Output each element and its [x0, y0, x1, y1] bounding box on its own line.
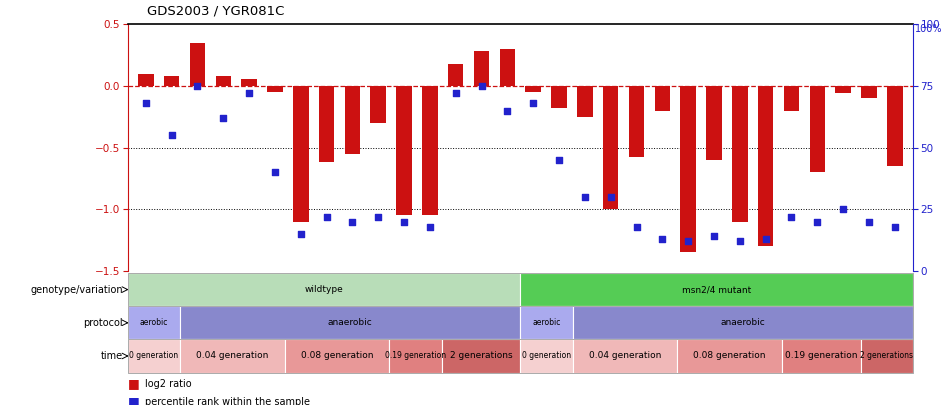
- Bar: [138, 74, 153, 86]
- Point: [732, 238, 747, 245]
- Text: 2 generations: 2 generations: [449, 352, 513, 360]
- Point: [474, 83, 489, 89]
- Point: [371, 213, 386, 220]
- Text: 100%: 100%: [915, 24, 942, 34]
- Bar: [680, 86, 696, 252]
- Point: [396, 218, 412, 225]
- Bar: [371, 86, 386, 123]
- Point: [216, 115, 231, 121]
- Bar: [810, 86, 825, 172]
- Point: [577, 194, 592, 200]
- Point: [629, 223, 644, 230]
- Bar: [577, 86, 592, 117]
- Text: 0.19 generation: 0.19 generation: [785, 352, 857, 360]
- Point: [862, 218, 877, 225]
- Bar: [293, 86, 308, 222]
- Bar: [396, 86, 412, 215]
- Point: [241, 90, 256, 97]
- Point: [680, 238, 695, 245]
- Point: [552, 157, 567, 163]
- Text: anaerobic: anaerobic: [328, 318, 373, 327]
- Bar: [241, 79, 257, 86]
- Text: wildtype: wildtype: [305, 285, 343, 294]
- Bar: [758, 86, 774, 246]
- Bar: [655, 86, 670, 111]
- Point: [810, 218, 825, 225]
- Bar: [164, 76, 180, 86]
- Point: [784, 213, 799, 220]
- Point: [887, 223, 902, 230]
- Text: aerobic: aerobic: [533, 318, 561, 327]
- Point: [655, 236, 670, 242]
- Point: [499, 107, 515, 114]
- Text: 0.04 generation: 0.04 generation: [196, 352, 269, 360]
- Bar: [190, 43, 205, 86]
- Point: [835, 206, 850, 213]
- Point: [268, 169, 283, 175]
- Point: [758, 236, 773, 242]
- Point: [707, 233, 722, 240]
- Text: ■: ■: [128, 377, 139, 390]
- Bar: [603, 86, 619, 209]
- Text: aerobic: aerobic: [140, 318, 168, 327]
- Point: [422, 223, 437, 230]
- Bar: [422, 86, 438, 215]
- Text: 0 generation: 0 generation: [130, 352, 179, 360]
- Point: [164, 132, 179, 139]
- Text: GDS2003 / YGR081C: GDS2003 / YGR081C: [147, 4, 284, 17]
- Text: anaerobic: anaerobic: [721, 318, 765, 327]
- Text: time: time: [101, 351, 123, 361]
- Bar: [474, 51, 489, 86]
- Point: [293, 231, 308, 237]
- Point: [190, 83, 205, 89]
- Bar: [552, 86, 567, 108]
- Bar: [707, 86, 722, 160]
- Text: 0.08 generation: 0.08 generation: [301, 352, 374, 360]
- Bar: [835, 86, 850, 94]
- Bar: [319, 86, 334, 162]
- Text: ■: ■: [128, 395, 139, 405]
- Bar: [783, 86, 799, 111]
- Text: 2 generations: 2 generations: [860, 352, 913, 360]
- Text: msn2/4 mutant: msn2/4 mutant: [682, 285, 751, 294]
- Point: [138, 100, 153, 107]
- Bar: [732, 86, 747, 222]
- Bar: [448, 64, 464, 86]
- Point: [604, 194, 619, 200]
- Bar: [267, 86, 283, 92]
- Point: [345, 218, 360, 225]
- Bar: [525, 86, 541, 92]
- Bar: [887, 86, 902, 166]
- Text: 0.04 generation: 0.04 generation: [588, 352, 661, 360]
- Text: percentile rank within the sample: percentile rank within the sample: [145, 397, 309, 405]
- Text: 0.19 generation: 0.19 generation: [385, 352, 447, 360]
- Point: [448, 90, 464, 97]
- Text: protocol: protocol: [83, 318, 123, 328]
- Text: 0 generation: 0 generation: [522, 352, 571, 360]
- Point: [319, 213, 334, 220]
- Bar: [216, 76, 231, 86]
- Point: [526, 100, 541, 107]
- Bar: [861, 86, 877, 98]
- Text: log2 ratio: log2 ratio: [145, 379, 191, 389]
- Bar: [499, 49, 516, 86]
- Bar: [344, 86, 360, 154]
- Text: genotype/variation: genotype/variation: [30, 285, 123, 294]
- Text: 0.08 generation: 0.08 generation: [693, 352, 766, 360]
- Bar: [629, 86, 644, 158]
